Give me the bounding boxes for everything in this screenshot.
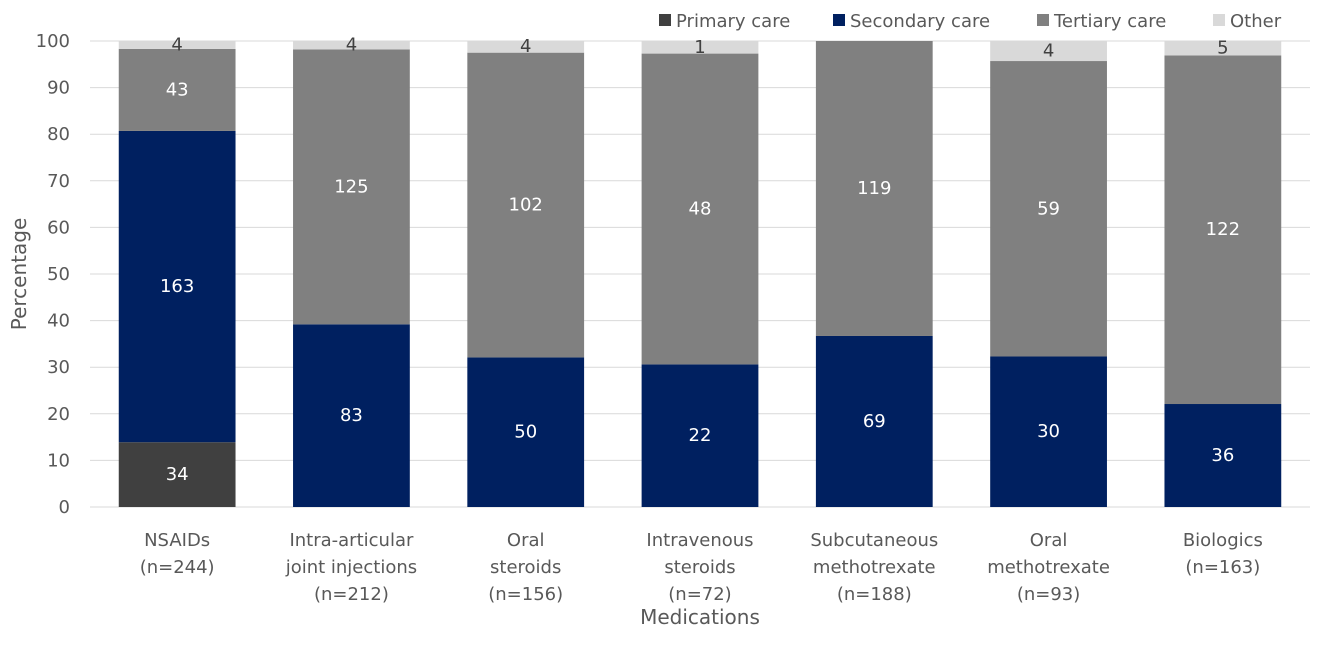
- data-label: 122: [1206, 219, 1240, 240]
- bar-segment: [815, 335, 933, 507]
- data-label: 30: [1037, 421, 1060, 442]
- data-label: 102: [509, 195, 543, 216]
- x-tick-label: (n=212): [314, 584, 389, 605]
- x-tick-label: Oral: [507, 530, 545, 551]
- data-label: 69: [863, 411, 886, 432]
- bar-segment: [641, 41, 759, 54]
- y-tick-label: 50: [47, 264, 70, 285]
- data-label: 4: [1043, 41, 1054, 62]
- legend-entry: Secondary care: [850, 11, 990, 32]
- bar-segment: [467, 52, 585, 358]
- legend-swatch: [833, 14, 845, 26]
- y-tick-label: 0: [59, 497, 70, 518]
- data-label: 36: [1211, 445, 1234, 466]
- x-tick-label: (n=244): [140, 557, 215, 578]
- x-tick-label: steroids: [490, 557, 561, 578]
- x-tick-label: steroids: [664, 557, 735, 578]
- bar-segment: [118, 41, 236, 49]
- x-tick-label: (n=72): [668, 584, 731, 605]
- y-tick-label: 90: [47, 78, 70, 99]
- bar-segment: [641, 53, 759, 365]
- x-tick-label: Subcutaneous: [810, 530, 938, 551]
- legend: Primary care Secondary care Tertiary care O…: [659, 11, 1282, 32]
- x-tick-label: Oral: [1030, 530, 1068, 551]
- legend-entry: Other: [1230, 11, 1282, 32]
- legend-entry: Primary care: [676, 11, 790, 32]
- x-axis-ticks: NSAIDs (n=244) Intra-articular joint inject…: [140, 530, 1263, 605]
- bar-segment: [1164, 41, 1282, 56]
- data-label: 5: [1217, 38, 1228, 59]
- bar-segment: [1164, 404, 1282, 507]
- legend-swatch: [1037, 14, 1049, 26]
- bar-segment: [293, 41, 410, 50]
- bar-segment: [118, 48, 236, 131]
- x-tick-label: (n=93): [1017, 584, 1080, 605]
- x-tick-label: NSAIDs: [144, 530, 210, 551]
- y-tick-label: 10: [47, 450, 70, 471]
- data-label: 4: [520, 36, 531, 57]
- x-tick-label: joint injections: [285, 557, 417, 578]
- data-labels: 34 163 43 4 83 125 4 50 102 4 22 48 1 69 119 30 59 4 36 122…: [160, 34, 1240, 485]
- data-label: 1: [694, 37, 705, 58]
- data-label: 50: [514, 422, 537, 443]
- x-tick-label: methotrexate: [813, 557, 936, 578]
- bar-segment: [1164, 55, 1282, 405]
- legend-swatch: [659, 14, 671, 26]
- x-tick-label: (n=163): [1185, 557, 1260, 578]
- x-tick-label: (n=156): [488, 584, 563, 605]
- bar-segment: [118, 442, 236, 507]
- data-label: 83: [340, 405, 363, 426]
- x-tick-label: methotrexate: [987, 557, 1110, 578]
- bar-segment: [815, 41, 933, 336]
- data-label: 125: [334, 176, 368, 197]
- y-tick-label: 60: [47, 217, 70, 238]
- y-tick-label: 40: [47, 311, 70, 332]
- x-tick-label: (n=188): [837, 584, 912, 605]
- data-label: 22: [689, 425, 712, 446]
- y-axis-ticks: 0 10 20 30 40 50 60 70 80 90 100: [36, 31, 70, 518]
- bar-segment: [293, 49, 410, 325]
- x-tick-label: Intravenous: [646, 530, 753, 551]
- data-label: 163: [160, 276, 194, 297]
- data-label: 119: [857, 178, 891, 199]
- bar-segment: [467, 357, 585, 507]
- y-tick-label: 30: [47, 357, 70, 378]
- bar-segment: [118, 130, 236, 443]
- data-label: 59: [1037, 198, 1060, 219]
- y-tick-label: 80: [47, 124, 70, 145]
- x-tick-label: Intra-articular: [289, 530, 414, 551]
- bar-segment: [990, 356, 1107, 507]
- legend-swatch: [1213, 14, 1225, 26]
- bar-segment: [467, 40, 585, 53]
- bar-segment: [293, 324, 410, 507]
- data-label: 34: [166, 464, 189, 485]
- y-tick-label: 100: [36, 31, 70, 52]
- bar-segment: [641, 364, 759, 507]
- bar-segment: [990, 41, 1107, 62]
- x-tick-label: Biologics: [1183, 530, 1263, 551]
- data-label: 4: [171, 34, 182, 55]
- y-axis-label: Percentage: [7, 218, 31, 331]
- data-label: 4: [346, 35, 357, 56]
- data-label: 48: [689, 198, 712, 219]
- bar-segment: [990, 61, 1107, 357]
- data-label: 43: [166, 79, 189, 100]
- legend-entry: Tertiary care: [1053, 11, 1166, 32]
- bars: [118, 40, 1282, 507]
- y-tick-label: 20: [47, 404, 70, 425]
- y-tick-label: 70: [47, 171, 70, 192]
- x-axis-label: Medications: [640, 605, 760, 629]
